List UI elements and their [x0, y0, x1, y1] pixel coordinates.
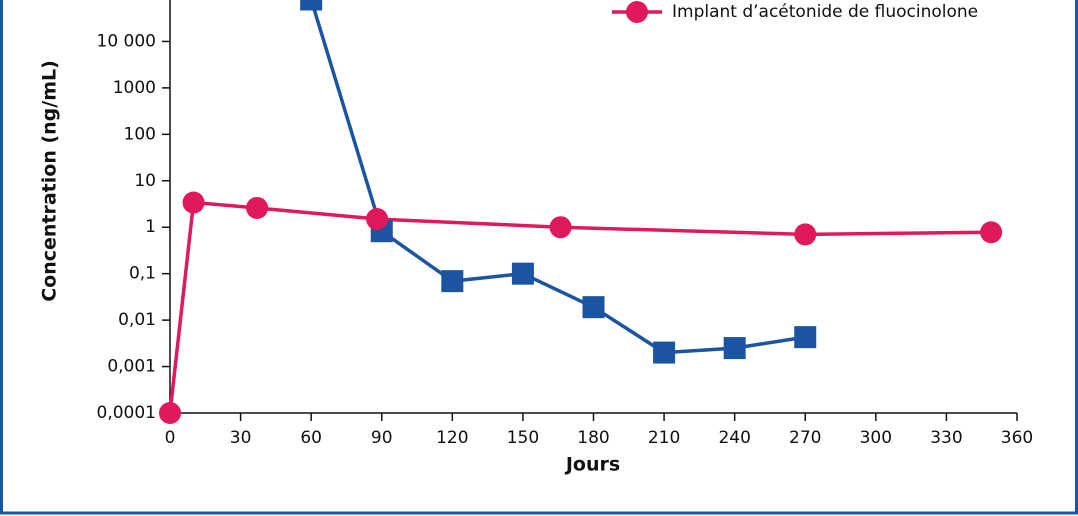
x-tick-label: 120 [436, 428, 468, 448]
point [159, 402, 181, 424]
y-axis-label: Concentration (ng/mL) [39, 60, 61, 302]
point [246, 196, 269, 219]
y-tick-label: 0,1 [129, 264, 156, 284]
x-tick-label: 270 [789, 428, 821, 448]
y-tick-label: 100 [124, 124, 156, 144]
x-tick-label: 240 [718, 428, 750, 448]
point [980, 221, 1003, 244]
point [300, 0, 323, 11]
y-tick-label: 1000 [113, 78, 156, 98]
y-tick-label: 10 [134, 171, 156, 191]
x-axis-label: Jours [564, 454, 620, 476]
x-tick-label: 210 [648, 428, 680, 448]
x-tick-label: 90 [371, 428, 393, 448]
point [794, 223, 817, 246]
y-tick-label: 0,001 [107, 357, 156, 377]
point [582, 296, 605, 319]
x-tick-label: 0 [165, 428, 176, 448]
x-tick-label: 330 [930, 428, 962, 448]
point [549, 216, 572, 239]
point [794, 326, 817, 349]
point [441, 270, 464, 293]
x-tick-label: 150 [507, 428, 539, 448]
point [723, 337, 746, 360]
point [182, 191, 205, 214]
legend-marker [626, 1, 648, 23]
point [653, 341, 676, 364]
y-tick-label: 10 000 [97, 31, 156, 51]
y-tick-label: 0,01 [118, 310, 156, 330]
x-tick-label: 180 [577, 428, 609, 448]
x-tick-label: 60 [300, 428, 322, 448]
point [511, 262, 534, 285]
x-tick-label: 300 [860, 428, 892, 448]
y-tick-label: 0,0001 [97, 403, 156, 423]
legend-label: Implant d’acétonide de fluocinolone [672, 2, 978, 22]
line [168, 200, 992, 414]
point [366, 208, 389, 231]
x-tick-label: 30 [230, 428, 252, 448]
x-tick-label: 360 [1001, 428, 1033, 448]
y-tick-label: 1 [145, 217, 156, 237]
line [309, 0, 806, 355]
y-tick-label: 100 000 [86, 0, 156, 5]
